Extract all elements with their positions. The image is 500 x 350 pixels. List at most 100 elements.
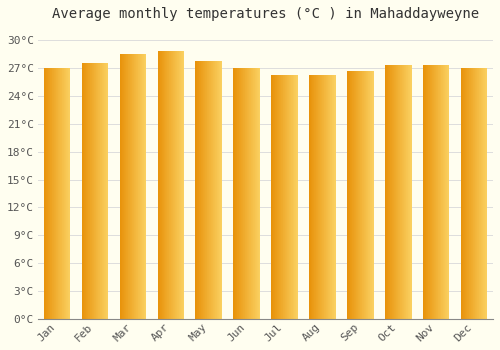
Bar: [212, 61, 214, 319]
Bar: [321, 75, 322, 319]
Bar: [405, 65, 406, 319]
Bar: [136, 54, 137, 319]
Bar: [331, 75, 332, 319]
Bar: [272, 75, 274, 319]
Bar: [358, 71, 359, 319]
Bar: [292, 75, 293, 319]
Bar: [176, 51, 177, 319]
Bar: [169, 51, 170, 319]
Bar: [385, 65, 386, 319]
Bar: [369, 71, 370, 319]
Bar: [198, 61, 199, 319]
Bar: [439, 65, 440, 319]
Bar: [49, 68, 50, 319]
Bar: [240, 68, 242, 319]
Bar: [314, 75, 315, 319]
Bar: [138, 54, 139, 319]
Bar: [287, 75, 288, 319]
Bar: [322, 75, 323, 319]
Bar: [410, 65, 411, 319]
Bar: [256, 68, 258, 319]
Bar: [182, 51, 184, 319]
Bar: [353, 71, 354, 319]
Bar: [408, 65, 409, 319]
Bar: [330, 75, 331, 319]
Bar: [484, 68, 486, 319]
Bar: [162, 51, 163, 319]
Bar: [206, 61, 207, 319]
Bar: [294, 75, 295, 319]
Bar: [310, 75, 311, 319]
Bar: [486, 68, 488, 319]
Bar: [395, 65, 396, 319]
Bar: [63, 68, 64, 319]
Bar: [424, 65, 425, 319]
Bar: [434, 65, 435, 319]
Bar: [389, 65, 390, 319]
Bar: [435, 65, 436, 319]
Bar: [288, 75, 289, 319]
Bar: [84, 63, 85, 319]
Bar: [88, 63, 89, 319]
Bar: [145, 54, 146, 319]
Bar: [364, 71, 365, 319]
Bar: [354, 71, 355, 319]
Bar: [431, 65, 432, 319]
Bar: [465, 68, 466, 319]
Bar: [428, 65, 429, 319]
Bar: [461, 68, 462, 319]
Bar: [352, 71, 353, 319]
Bar: [477, 68, 478, 319]
Bar: [444, 65, 445, 319]
Bar: [197, 61, 198, 319]
Bar: [175, 51, 176, 319]
Bar: [174, 51, 175, 319]
Bar: [293, 75, 294, 319]
Bar: [246, 68, 248, 319]
Bar: [137, 54, 138, 319]
Bar: [482, 68, 484, 319]
Bar: [173, 51, 174, 319]
Bar: [284, 75, 285, 319]
Bar: [318, 75, 319, 319]
Bar: [469, 68, 470, 319]
Bar: [402, 65, 403, 319]
Bar: [315, 75, 316, 319]
Bar: [386, 65, 387, 319]
Bar: [87, 63, 88, 319]
Bar: [347, 71, 348, 319]
Bar: [139, 54, 140, 319]
Bar: [448, 65, 449, 319]
Bar: [53, 68, 54, 319]
Bar: [473, 68, 474, 319]
Bar: [143, 54, 144, 319]
Bar: [200, 61, 201, 319]
Bar: [144, 54, 145, 319]
Bar: [277, 75, 278, 319]
Bar: [165, 51, 166, 319]
Bar: [141, 54, 142, 319]
Bar: [397, 65, 398, 319]
Bar: [430, 65, 431, 319]
Bar: [466, 68, 467, 319]
Bar: [396, 65, 397, 319]
Bar: [58, 68, 59, 319]
Bar: [447, 65, 448, 319]
Bar: [351, 71, 352, 319]
Bar: [279, 75, 280, 319]
Bar: [394, 65, 395, 319]
Bar: [55, 68, 56, 319]
Bar: [471, 68, 472, 319]
Bar: [441, 65, 442, 319]
Bar: [164, 51, 165, 319]
Bar: [177, 51, 178, 319]
Bar: [335, 75, 336, 319]
Bar: [436, 65, 437, 319]
Bar: [172, 51, 173, 319]
Bar: [105, 63, 106, 319]
Bar: [296, 75, 297, 319]
Bar: [278, 75, 280, 319]
Bar: [437, 65, 438, 319]
Bar: [283, 75, 284, 319]
Bar: [59, 68, 60, 319]
